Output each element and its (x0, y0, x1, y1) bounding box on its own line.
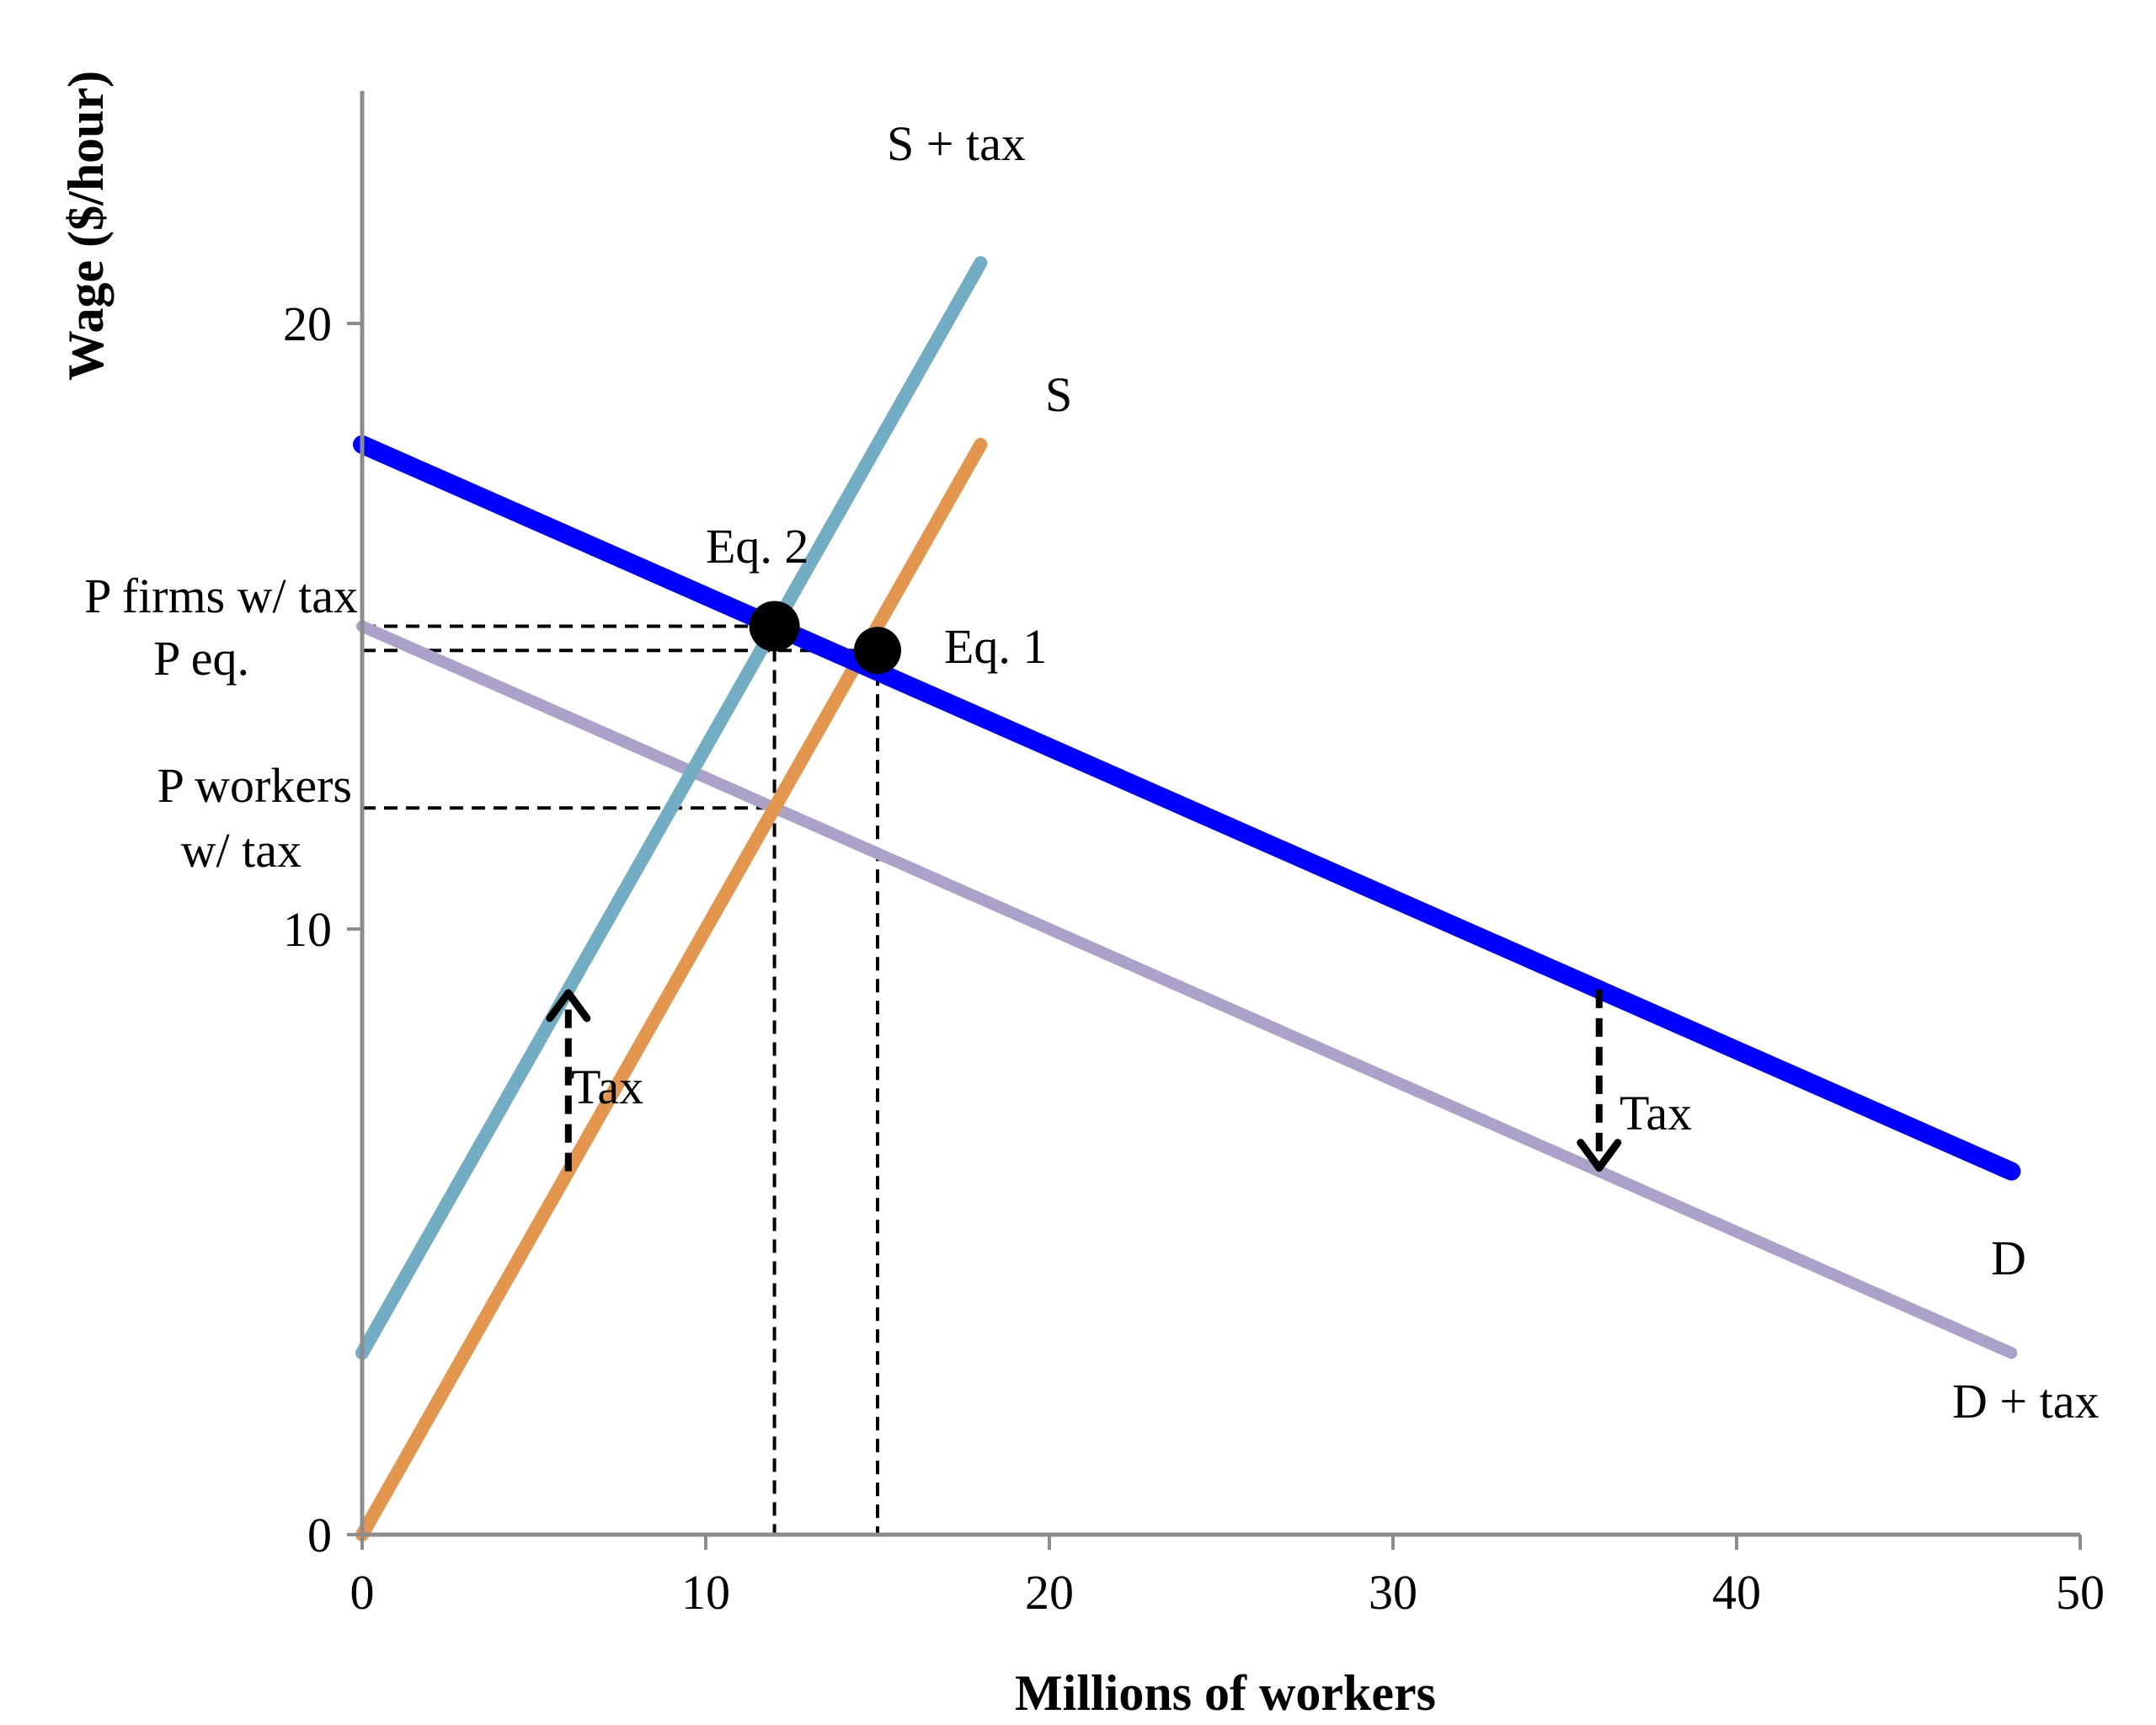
y-tick-label: 0 (307, 1508, 332, 1562)
tax-arrow-head-2 (1577, 1139, 1622, 1172)
axes (360, 91, 2080, 1537)
series-label-d: D (1991, 1231, 2026, 1285)
x-tick-label: 30 (1369, 1565, 1417, 1620)
tax-arrows (546, 989, 1622, 1172)
y-tick-label: 20 (283, 296, 332, 351)
equilibrium-point-eq1 (854, 627, 901, 675)
curve-s (355, 437, 988, 1541)
series-label-s-plus-tax: S + tax (887, 116, 1026, 171)
y-tick-label: 10 (283, 902, 332, 957)
guide-lines (362, 624, 879, 1535)
tax-label-supply-shift: Tax (571, 1060, 643, 1114)
x-tick-label: 40 (1712, 1565, 1761, 1620)
price-label-firms-with-tax: P firms w/ tax (84, 569, 358, 623)
x-tick-label: 50 (2056, 1565, 2105, 1620)
supply-demand-curves (353, 256, 2021, 1541)
x-tick-label: 10 (681, 1565, 730, 1620)
price-label-equilibrium: P eq. (153, 631, 249, 686)
curve-d-plus-tax (356, 620, 2018, 1359)
tax-label-demand-shift: Tax (1620, 1086, 1692, 1140)
tax-arrow-head-1 (546, 989, 591, 1023)
axis-ticks: 0 10 20 30 40 50 0 10 20 (283, 296, 2105, 1620)
y-axis-title: Wage ($/hour) (58, 71, 114, 381)
equilibrium-point-eq2 (749, 601, 800, 652)
curve-s-plus-tax (355, 256, 988, 1360)
series-label-d-plus-tax: D + tax (1952, 1374, 2099, 1429)
price-label-workers-line2: w/ tax (181, 823, 302, 878)
price-label-workers-line1: P workers (157, 758, 352, 813)
series-label-s: S (1045, 367, 1072, 422)
equilibrium-label-eq1: Eq. 1 (944, 619, 1047, 674)
x-tick-label: 0 (350, 1565, 375, 1620)
curve-d (353, 435, 2021, 1181)
equilibrium-label-eq2: Eq. 2 (706, 519, 808, 574)
x-tick-label: 20 (1025, 1565, 1074, 1620)
x-axis-title: Millions of workers (1015, 1665, 1436, 1721)
equilibrium-markers (749, 601, 901, 675)
